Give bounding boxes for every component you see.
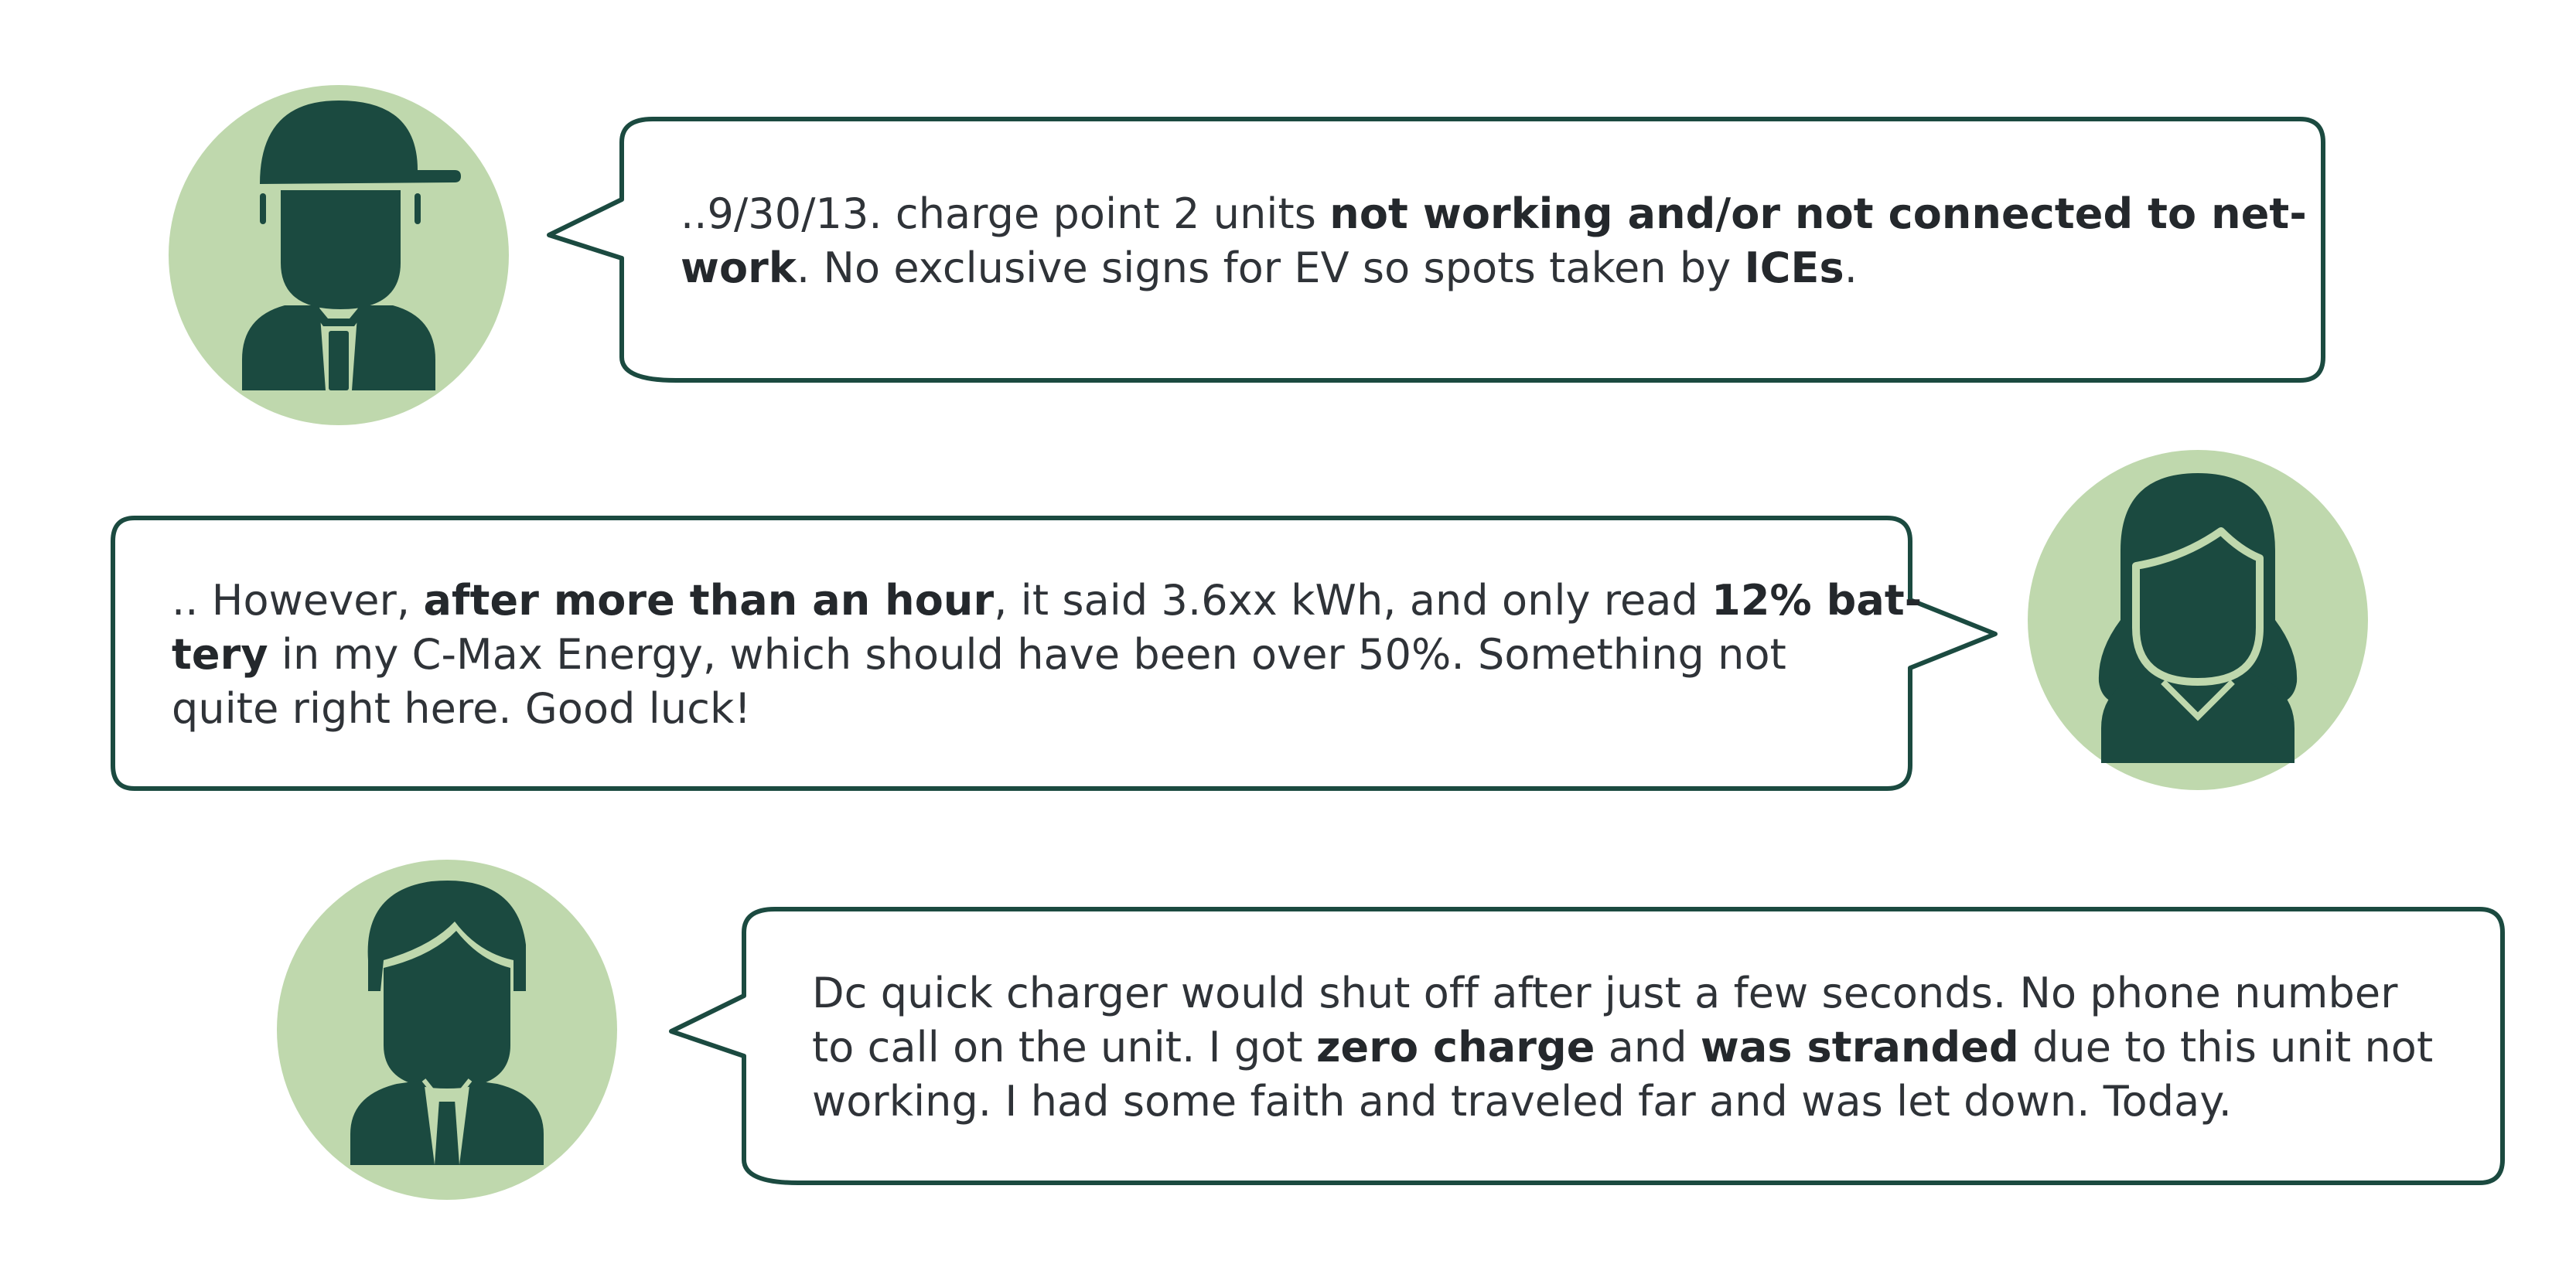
bold-text: zero charge bbox=[1315, 1023, 1595, 1072]
testimonial-line: to call on the unit. I got zero charge a… bbox=[812, 1020, 2433, 1075]
text-segment: . bbox=[1844, 244, 1858, 292]
text-segment: . No exclusive signs for EV so spots tak… bbox=[796, 244, 1745, 292]
testimonial-text-2: .. However, after more than an hour, it … bbox=[172, 574, 1922, 736]
speech-bubble-1 bbox=[547, 117, 2325, 383]
speech-bubble-3 bbox=[669, 907, 2505, 1185]
text-segment: Dc quick charger would shut off after ju… bbox=[812, 969, 2398, 1017]
text-segment: , it said 3.6xx kWh, and only read bbox=[994, 576, 1712, 625]
woman-icon bbox=[2028, 450, 2368, 790]
bold-text: 12% bat- bbox=[1711, 576, 1923, 625]
testimonial-text-1: ..9/30/13. charge point 2 units not work… bbox=[681, 187, 2307, 295]
text-segment: ..9/30/13. charge point 2 units bbox=[681, 189, 1330, 238]
text-segment: quite right here. Good luck! bbox=[172, 684, 752, 733]
text-segment: .. However, bbox=[172, 576, 424, 625]
text-segment: in my C-Max Energy, which should have be… bbox=[268, 630, 1786, 679]
worker-cap-icon bbox=[169, 85, 509, 425]
testimonial-line: ..9/30/13. charge point 2 units not work… bbox=[681, 187, 2307, 241]
testimonial-line: Dc quick charger would shut off after ju… bbox=[812, 966, 2433, 1020]
testimonial-line: tery in my C-Max Energy, which should ha… bbox=[172, 628, 1922, 682]
businessman-icon bbox=[277, 860, 617, 1200]
bold-text: after more than an hour bbox=[423, 576, 995, 625]
text-segment: and bbox=[1595, 1023, 1701, 1072]
testimonial-line: quite right here. Good luck! bbox=[172, 682, 1922, 736]
bold-text: ICEs bbox=[1744, 244, 1844, 292]
bold-text: tery bbox=[172, 630, 268, 679]
testimonial-line: working. I had some faith and traveled f… bbox=[812, 1075, 2433, 1129]
speech-bubble-2 bbox=[111, 516, 1998, 791]
text-segment: due to this unit not bbox=[2018, 1023, 2434, 1072]
text-segment: to call on the unit. I got bbox=[812, 1023, 1316, 1072]
testimonial-text-3: Dc quick charger would shut off after ju… bbox=[812, 966, 2433, 1129]
bold-text: work bbox=[681, 244, 797, 292]
text-segment: working. I had some faith and traveled f… bbox=[812, 1077, 2232, 1126]
bold-text: not working and/or not connected to net- bbox=[1329, 189, 2307, 238]
bold-text: was stranded bbox=[1700, 1023, 2019, 1072]
testimonial-line: work. No exclusive signs for EV so spots… bbox=[681, 241, 2307, 295]
testimonial-line: .. However, after more than an hour, it … bbox=[172, 574, 1922, 628]
